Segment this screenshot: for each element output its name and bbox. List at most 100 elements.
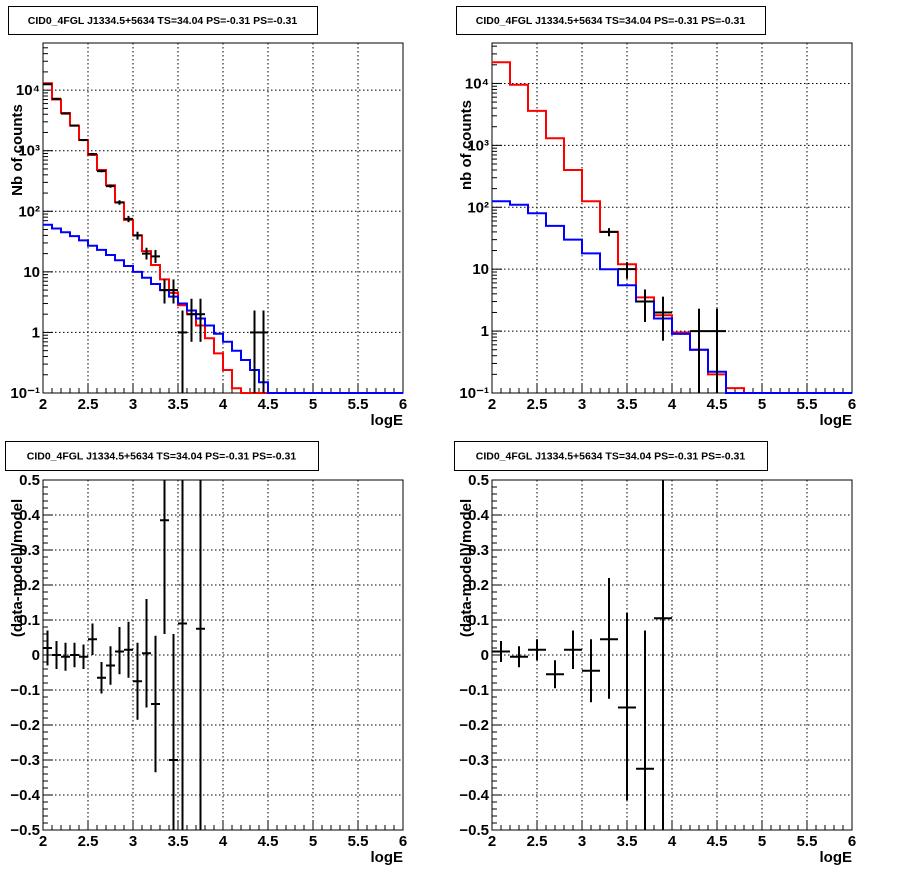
chart-title: CID0_4FGL J1334.5+5634 TS=34.04 PS=-0.31… xyxy=(476,15,746,27)
x-tick-label: 5.5 xyxy=(348,396,369,413)
x-tick-label: 4.5 xyxy=(258,396,279,413)
chart-title: CID0_4FGL J1334.5+5634 TS=34.04 PS=-0.31… xyxy=(28,15,298,27)
x-tick-label: 6 xyxy=(848,833,856,850)
x-tick-label: 3 xyxy=(129,396,137,413)
x-tick-label: 4 xyxy=(219,833,228,850)
y-tick-label: 0.3 xyxy=(19,542,40,559)
x-tick-label: 4.5 xyxy=(258,833,279,850)
y-tick-label: −0.2 xyxy=(10,717,40,734)
data-point xyxy=(70,124,79,127)
x-tick-label: 2 xyxy=(488,833,496,850)
chart-title-box: CID0_4FGL J1334.5+5634 TS=34.04 PS=-0.31… xyxy=(5,441,319,471)
x-tick-label: 4.5 xyxy=(707,833,728,850)
y-tick-label: 10⁻¹ xyxy=(10,385,40,402)
y-tick-label: 10² xyxy=(467,199,489,216)
data-points xyxy=(600,228,726,393)
data-point xyxy=(97,662,106,694)
x-tick-label: 5.5 xyxy=(797,833,818,850)
title-frame xyxy=(8,6,318,35)
data-point xyxy=(196,298,205,342)
data-point xyxy=(115,200,124,205)
x-tick-label: 3 xyxy=(578,833,586,850)
chart-panel-4: 2 2.5 3 3.5 4 4.5 5 5.5 6 −0.5 −0.4 −0.3 −0.2 −0.1 0 0.… xyxy=(458,472,856,866)
data-point xyxy=(169,279,178,304)
data-point xyxy=(88,152,97,156)
x-tick-label: 5 xyxy=(309,833,317,850)
x-tick-label: 5 xyxy=(309,396,317,413)
data-point xyxy=(600,578,618,699)
y-tick-label: −0.1 xyxy=(459,682,489,699)
x-axis-title: logE xyxy=(820,412,853,429)
y-tick-label: 10⁴ xyxy=(16,82,40,99)
data-point xyxy=(187,298,196,342)
data-point xyxy=(61,642,70,671)
data-points xyxy=(492,480,672,830)
chart-title: CID0_4FGL J1334.5+5634 TS=34.04 PS=-0.31… xyxy=(27,451,297,463)
grid xyxy=(43,43,403,393)
y-tick-label: 0.5 xyxy=(19,472,40,489)
data-point xyxy=(133,231,142,240)
data-point xyxy=(636,630,654,830)
axis-ticks xyxy=(42,479,404,831)
data-point xyxy=(124,621,133,678)
data-point xyxy=(52,97,61,100)
x-tick-label: 5 xyxy=(758,396,766,413)
data-point xyxy=(654,296,672,341)
data-point xyxy=(151,635,160,773)
y-axis-title: Nb of counts xyxy=(9,104,26,196)
data-point xyxy=(708,308,726,393)
data-point xyxy=(564,630,582,669)
data-point xyxy=(133,642,142,720)
grid xyxy=(492,480,852,830)
y-tick-label: 0.4 xyxy=(19,507,41,524)
y-tick-label: 0.4 xyxy=(468,507,490,524)
y-tick-label: −0.3 xyxy=(10,752,40,769)
chart-panel-1: 2 2.5 3 3.5 4 4.5 5 5.5 6 10⁻¹ 1 10 10² 10³ 10⁴ logE Nb … xyxy=(9,42,407,429)
x-tick-label: 3.5 xyxy=(617,833,638,850)
y-tick-label: −0.4 xyxy=(10,787,40,804)
x-tick-label: 3.5 xyxy=(168,396,189,413)
data-point xyxy=(169,634,178,830)
data-point xyxy=(259,310,268,393)
data-point xyxy=(160,480,169,634)
data-point xyxy=(528,639,546,661)
data-point xyxy=(115,627,124,675)
chart-panel-2: 2 2.5 3 3.5 4 4.5 5 5.5 6 10⁻¹ 1 10 10² 10³ 10⁴ logE nb … xyxy=(458,42,856,429)
y-axis-title: (data-model)/model xyxy=(458,499,475,637)
x-tick-label: 5.5 xyxy=(348,833,369,850)
y-tick-label: 0.1 xyxy=(468,612,489,629)
x-tick-label: 4.5 xyxy=(707,396,728,413)
y-tick-label: 0.2 xyxy=(468,577,489,594)
data-point xyxy=(654,480,672,830)
data-point xyxy=(142,599,151,708)
y-tick-label: 1 xyxy=(481,323,489,340)
data-point xyxy=(106,646,115,685)
y-tick-label: 0.3 xyxy=(468,542,489,559)
data-point xyxy=(510,646,528,668)
y-tick-label: −0.3 xyxy=(459,752,489,769)
x-tick-label: 6 xyxy=(848,396,856,413)
x-tick-label: 3 xyxy=(129,833,137,850)
x-tick-label: 2.5 xyxy=(78,833,99,850)
grid xyxy=(43,480,403,830)
data-point xyxy=(142,247,151,260)
chart-title-box: CID0_4FGL J1334.5+5634 TS=34.04 PS=-0.31… xyxy=(456,6,766,35)
series-line-red xyxy=(43,82,403,394)
data-point xyxy=(88,623,97,655)
data-point xyxy=(492,641,510,662)
data-point xyxy=(178,310,187,393)
data-point xyxy=(97,170,106,173)
y-tick-label: 1 xyxy=(32,324,40,341)
y-tick-label: 10² xyxy=(18,203,40,220)
x-tick-label: 2 xyxy=(39,396,47,413)
y-tick-label: 0.5 xyxy=(468,472,489,489)
data-point xyxy=(106,184,115,188)
data-point xyxy=(43,630,52,666)
axis-ticks xyxy=(42,42,404,394)
y-axis-title: (data-model)/model xyxy=(9,499,26,637)
y-tick-label: −0.5 xyxy=(459,822,489,839)
title-frame xyxy=(454,441,768,471)
y-axis-title: nb of counts xyxy=(458,100,475,190)
chart-title: CID0_4FGL J1334.5+5634 TS=34.04 PS=-0.31… xyxy=(476,451,746,463)
